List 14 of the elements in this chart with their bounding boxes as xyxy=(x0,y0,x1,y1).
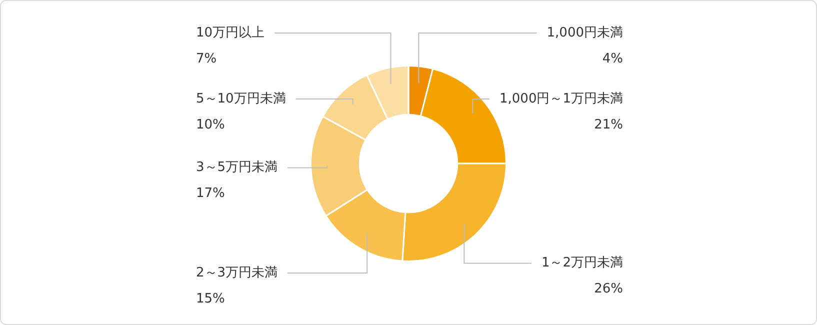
slice-label: 5～10万円未満 xyxy=(196,91,286,106)
data-label: 4% xyxy=(602,51,623,66)
slice-label: 3～5万円未満 xyxy=(196,160,278,176)
slice-label: 1,000円～1万円未満 xyxy=(500,91,623,106)
data-label: 7% xyxy=(196,51,217,66)
slice-label: 2～3万円未満 xyxy=(196,265,278,280)
data-label: 17% xyxy=(196,186,225,202)
slice-label: 10万円以上 xyxy=(196,25,265,40)
data-label: 21% xyxy=(594,117,623,132)
slice-label: 1,000円未満 xyxy=(546,25,623,40)
slice-label: 1～2万円未満 xyxy=(541,256,623,271)
data-label: 10% xyxy=(196,117,225,132)
data-label: 26% xyxy=(594,282,623,297)
data-label: 15% xyxy=(196,291,225,306)
